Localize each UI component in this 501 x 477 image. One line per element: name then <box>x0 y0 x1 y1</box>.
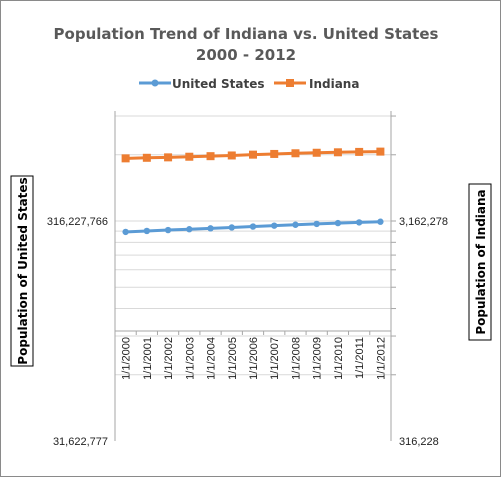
category-label: 1/1/2012 <box>375 337 387 380</box>
right-axis-tick-marks <box>391 115 396 376</box>
category-label: 1/1/2009 <box>312 337 324 380</box>
series-group <box>121 147 385 236</box>
category-label: 1/1/2007 <box>269 337 281 380</box>
data-point-indiana <box>227 151 236 160</box>
data-point-united-states <box>228 224 235 231</box>
legend-marker-indiana <box>286 79 294 87</box>
data-point-indiana <box>185 152 194 161</box>
chart-title-line-1: Population Trend of Indiana vs. United S… <box>54 25 439 43</box>
legend-label-indiana: Indiana <box>309 77 359 91</box>
category-label: 1/1/2003 <box>184 337 196 380</box>
category-label: 1/1/2006 <box>248 337 260 380</box>
data-point-indiana <box>206 152 215 161</box>
gridlines <box>115 115 391 376</box>
data-point-united-states <box>143 227 151 235</box>
legend: United States Indiana <box>139 77 359 91</box>
data-point-indiana <box>333 148 342 157</box>
category-label: 1/1/2001 <box>142 337 154 380</box>
data-point-united-states <box>355 219 363 226</box>
data-point-united-states <box>313 220 320 228</box>
data-point-united-states <box>164 226 172 234</box>
right-tick-label-upper: 3,162,278 <box>399 216 448 228</box>
left-axis-title-box <box>10 175 34 367</box>
data-point-indiana <box>164 153 173 162</box>
left-tick-label-lower: 31,622,777 <box>53 436 108 448</box>
data-point-indiana <box>142 153 151 162</box>
right-tick-label-lower: 316,228 <box>399 436 439 448</box>
category-label: 1/1/2005 <box>227 337 239 380</box>
category-label: 1/1/2008 <box>290 337 302 380</box>
category-label: 1/1/2010 <box>333 337 345 380</box>
data-point-united-states <box>186 226 193 233</box>
data-point-united-states <box>207 225 214 232</box>
data-point-united-states <box>122 228 129 236</box>
left-axis-title: Population of United States <box>16 177 30 364</box>
data-point-indiana <box>355 147 364 156</box>
category-labels: 1/1/2000 1/1/2001 1/1/2002 1/1/2003 1/1/2004… <box>114 331 387 380</box>
legend-marker-united-states <box>151 79 159 87</box>
category-label: 1/1/2002 <box>163 337 175 380</box>
data-point-united-states <box>271 222 278 229</box>
chart-title-line-2: 2000 - 2012 <box>196 46 296 64</box>
category-label: 1/1/2011 <box>354 337 366 379</box>
data-point-indiana <box>249 150 257 159</box>
data-point-united-states <box>334 219 342 227</box>
data-point-indiana <box>312 148 321 157</box>
data-point-united-states <box>292 221 299 228</box>
data-point-indiana <box>376 147 385 156</box>
data-point-indiana <box>270 149 279 158</box>
data-point-united-states <box>249 223 257 230</box>
data-point-indiana <box>121 154 130 163</box>
data-point-indiana <box>291 149 300 158</box>
category-label: 1/1/2004 <box>206 337 218 380</box>
right-axis-title: Population of Indiana <box>474 189 488 334</box>
legend-label-united-states: United States <box>172 77 265 91</box>
left-tick-label-upper: 316,227,766 <box>47 216 108 228</box>
category-label: 1/1/2000 <box>121 337 133 380</box>
data-point-united-states <box>377 218 384 225</box>
right-axis-title-box <box>468 183 492 341</box>
